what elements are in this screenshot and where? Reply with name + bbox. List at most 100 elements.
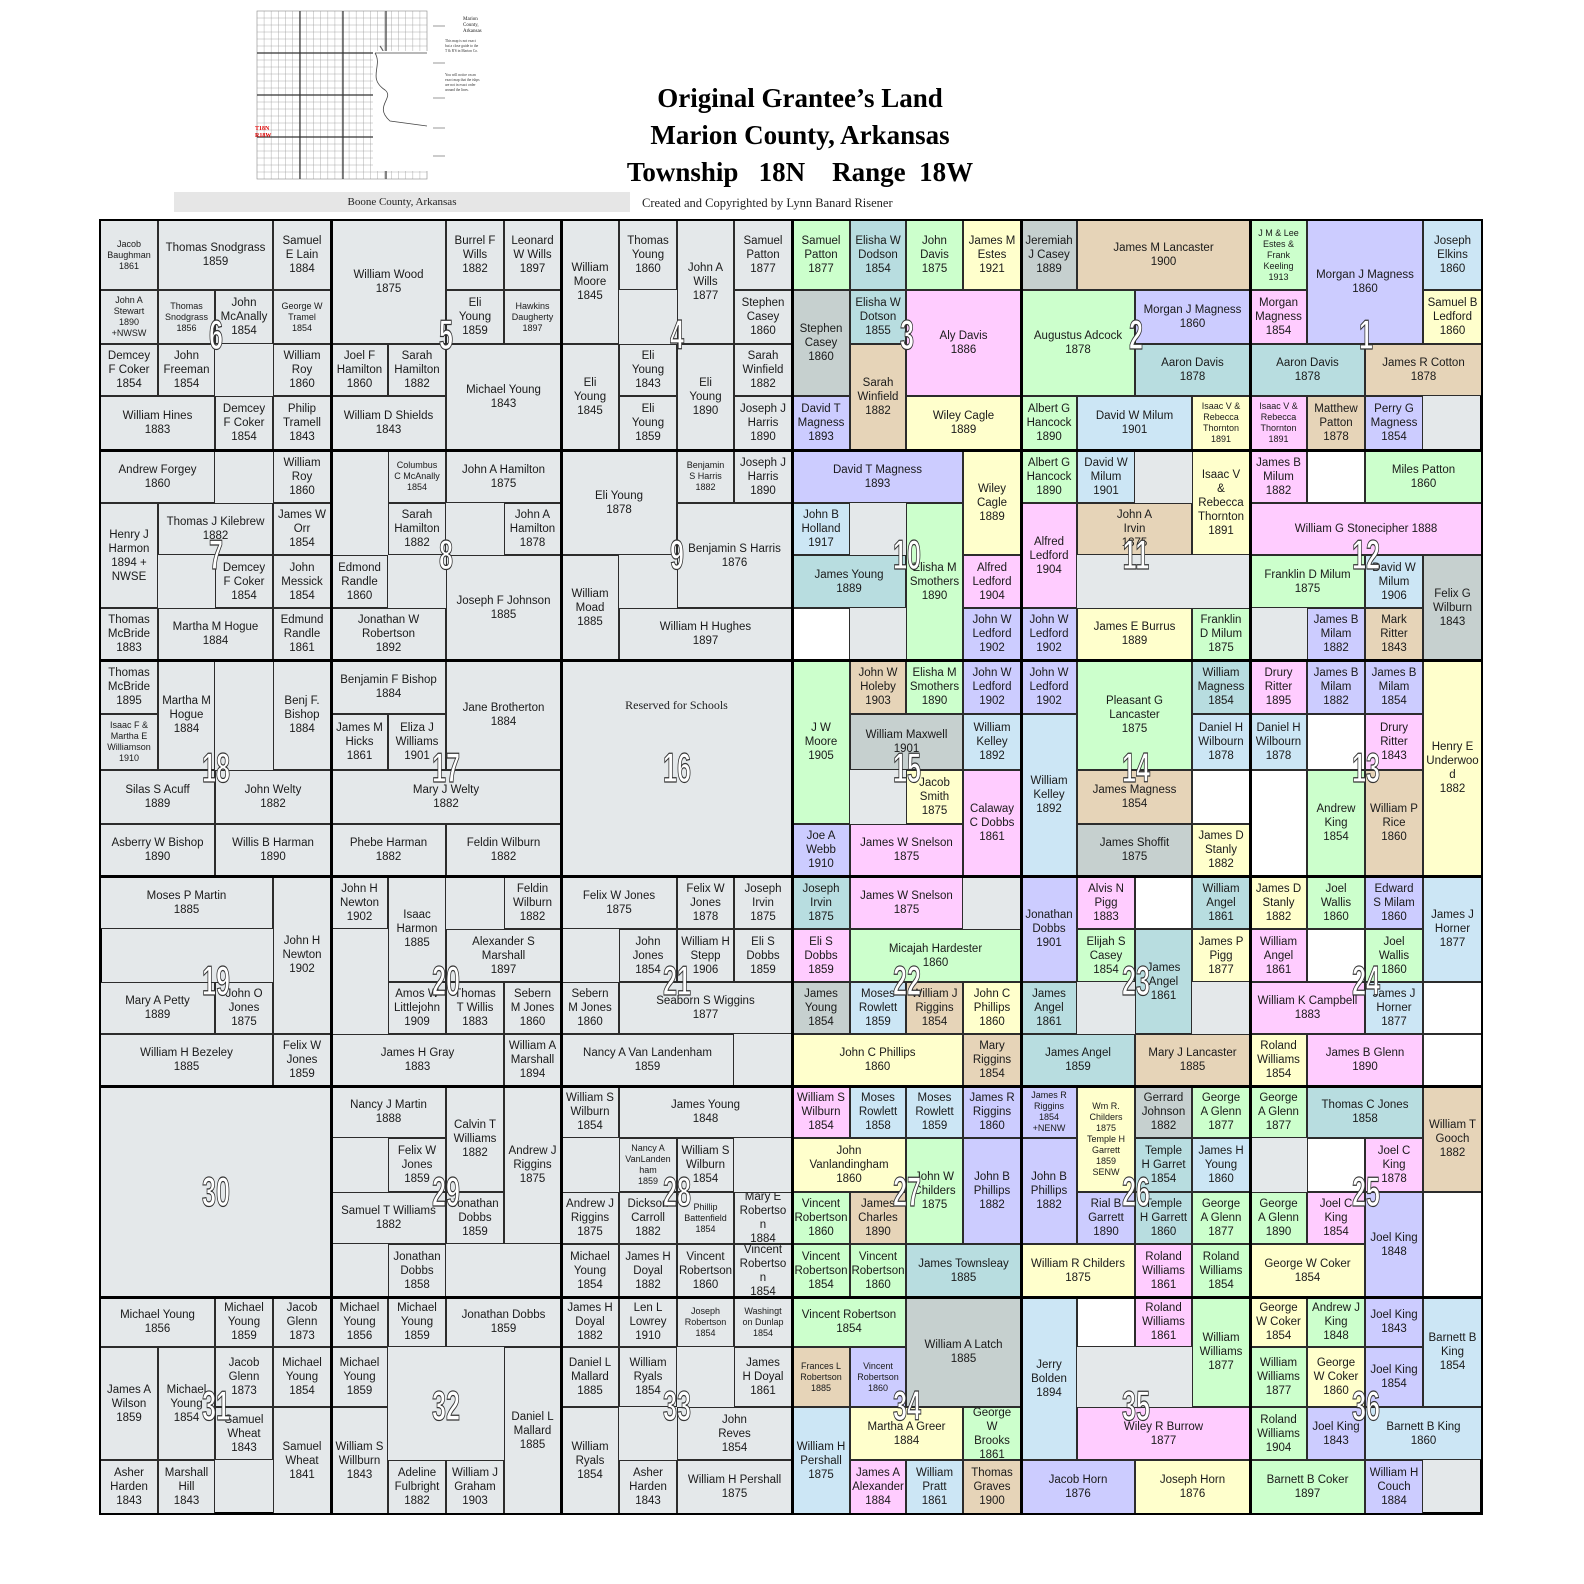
parcel[interactable]: John Messick 1854 (273, 555, 331, 608)
parcel[interactable]: George A Glenn 1877 (1192, 1192, 1250, 1244)
parcel[interactable]: James B Glenn 1890 (1307, 1034, 1423, 1086)
parcel[interactable]: Elisha M Smothers 1890 (906, 503, 963, 660)
parcel[interactable]: Silas S Acuff 1889 (100, 770, 215, 824)
parcel[interactable]: Benjamin S Harris 1882 (677, 450, 734, 503)
parcel[interactable]: William J Riggins 1854 (906, 982, 963, 1034)
parcel[interactable]: William G Stonecipher 1888 (1250, 503, 1482, 555)
parcel[interactable]: John Davis 1875 (906, 220, 963, 290)
parcel[interactable]: Samuel Wheat 1841 (273, 1407, 331, 1514)
parcel[interactable]: John W Ledford 1902 (963, 608, 1021, 660)
parcel[interactable]: Vincent Robertson 1860 (792, 1192, 850, 1244)
parcel[interactable]: Albert G Hancock 1890 (1021, 450, 1077, 503)
parcel[interactable]: John C Phillips 1860 (792, 1034, 963, 1086)
parcel[interactable]: Samuel Patton 1877 (734, 220, 792, 290)
parcel[interactable]: Andrew J King 1848 (1307, 1297, 1365, 1347)
parcel[interactable]: Michael Young 1859 (215, 1297, 273, 1347)
parcel[interactable]: Mark Ritter 1843 (1365, 608, 1423, 660)
parcel[interactable]: William Ryals 1854 (561, 1407, 619, 1514)
parcel[interactable]: Len L Lowrey 1910 (619, 1297, 677, 1347)
parcel[interactable]: James Angel 1859 (1021, 1034, 1135, 1086)
parcel[interactable]: John Vanlandingham 1860 (792, 1138, 906, 1192)
parcel[interactable]: Joseph J Harris 1890 (734, 396, 792, 450)
parcel[interactable]: Andrew J Riggins 1875 (504, 1086, 561, 1244)
parcel[interactable]: George A Glenn 1877 (1250, 1086, 1307, 1138)
parcel[interactable]: James E Burrus 1889 (1077, 608, 1192, 660)
parcel[interactable]: Jacob Smith 1875 (906, 770, 963, 824)
parcel[interactable]: Morgan J Magness 1860 (1135, 290, 1250, 344)
parcel[interactable]: Vincent Robertson 1854 (792, 1297, 906, 1347)
parcel[interactable]: Aaron Davis 1878 (1135, 344, 1250, 396)
parcel[interactable]: Roland Williams 1861 (1135, 1244, 1192, 1297)
parcel[interactable]: George W Brooks 1861 (963, 1407, 1021, 1460)
parcel[interactable]: Joseph Irvin 1875 (792, 876, 850, 929)
parcel[interactable]: Samuel B Ledford 1860 (1423, 290, 1482, 344)
parcel[interactable]: James Young 1889 (792, 555, 906, 608)
parcel[interactable]: Alexander S Marshall 1897 (446, 929, 561, 982)
parcel[interactable]: James Magness 1854 (1077, 770, 1192, 824)
parcel[interactable]: John B Phillips 1882 (963, 1138, 1021, 1244)
parcel[interactable]: Thomas C Jones 1858 (1307, 1086, 1423, 1138)
parcel[interactable] (1307, 714, 1365, 770)
parcel[interactable]: David W Milum 1906 (1365, 555, 1423, 608)
parcel[interactable]: Eli S Dobbs 1859 (734, 929, 792, 982)
parcel[interactable]: William Hines 1883 (100, 396, 215, 450)
parcel[interactable] (561, 660, 792, 876)
parcel[interactable]: James W Snelson 1875 (850, 824, 963, 876)
parcel[interactable]: William P Rice 1860 (1365, 770, 1423, 876)
parcel[interactable]: William H Bezeley 1885 (100, 1034, 273, 1086)
parcel[interactable]: Elisha M Smothers 1890 (906, 660, 963, 714)
parcel[interactable]: Adeline Fulbright 1882 (388, 1460, 446, 1514)
parcel[interactable]: Columbus C McAnally 1854 (388, 450, 446, 503)
parcel[interactable]: Wiley Cagle 1889 (906, 396, 1021, 450)
parcel[interactable]: James B Milam 1882 (1307, 608, 1365, 660)
parcel[interactable]: Jonathan Dobbs 1901 (1021, 876, 1077, 982)
parcel[interactable]: James H Doyal 1861 (734, 1347, 792, 1407)
parcel[interactable]: Isaac V & Rebecca Thornton 1891 (1192, 450, 1250, 555)
parcel[interactable]: Eli S Dobbs 1859 (792, 929, 850, 982)
parcel[interactable]: William Magness 1854 (1192, 660, 1250, 714)
parcel[interactable]: Matthew Patton 1878 (1307, 396, 1365, 450)
parcel[interactable]: Calaway C Dobbs 1861 (963, 770, 1021, 876)
parcel[interactable]: Phillip Battenfield 1854 (677, 1192, 734, 1244)
parcel[interactable]: Feldin Wilburn 1882 (446, 824, 561, 876)
parcel[interactable] (1192, 770, 1250, 824)
parcel[interactable]: Eli Young 1878 (561, 450, 677, 555)
parcel[interactable]: Sarah Hamilton 1882 (388, 344, 446, 396)
parcel[interactable]: Eli Young 1843 (619, 344, 677, 396)
parcel[interactable]: Moses Rowlett 1859 (906, 1086, 963, 1138)
parcel[interactable]: William R Childers 1875 (1021, 1244, 1135, 1297)
parcel[interactable]: John W Ledford 1902 (1021, 608, 1077, 660)
parcel[interactable]: Perry G Magness 1854 (1365, 396, 1423, 450)
parcel[interactable]: John W Childers 1875 (906, 1138, 963, 1244)
parcel[interactable]: Nancy A VanLanden ham 1859 (619, 1138, 677, 1192)
parcel[interactable]: Martha M Hogue 1884 (158, 608, 273, 660)
parcel[interactable]: Michael Young 1854 (273, 1347, 331, 1407)
parcel[interactable]: William S Wilburn 1854 (561, 1086, 619, 1138)
parcel[interactable]: Samuel Wheat 1843 (215, 1407, 273, 1460)
parcel[interactable]: James J Horner 1877 (1423, 876, 1482, 982)
parcel[interactable] (1307, 450, 1365, 503)
parcel[interactable]: William Angel 1861 (1250, 929, 1307, 982)
parcel[interactable]: Samuel T Williams 1882 (331, 1192, 446, 1244)
parcel[interactable]: Temple H Garrett 1860 (1135, 1192, 1192, 1244)
parcel[interactable]: Benjamin S Harris 1876 (677, 503, 792, 608)
parcel[interactable]: Thomas T Willis 1883 (446, 982, 504, 1034)
parcel[interactable]: John A Wills 1877 (677, 220, 734, 344)
parcel[interactable]: James A Wilson 1859 (100, 1347, 158, 1460)
parcel[interactable]: Dickson Carroll 1882 (619, 1192, 677, 1244)
parcel[interactable]: John Jones 1854 (619, 929, 677, 982)
parcel[interactable]: William Moad 1885 (561, 555, 619, 660)
parcel[interactable]: Sebern M Jones 1860 (504, 982, 561, 1034)
parcel[interactable]: William A Marshall 1894 (504, 1034, 561, 1086)
parcel[interactable]: Michael Young 1843 (446, 344, 561, 450)
parcel[interactable]: Andrew J Riggins 1875 (561, 1192, 619, 1244)
parcel[interactable]: Jane Brotherton 1884 (446, 660, 561, 770)
parcel[interactable]: William Williams 1877 (1250, 1347, 1307, 1407)
parcel[interactable]: James P Pigg 1877 (1192, 929, 1250, 982)
parcel[interactable]: Wm R. Childers 1875 Temple H Garrett 185… (1077, 1086, 1135, 1192)
parcel[interactable]: Michael Young 1856 (100, 1297, 215, 1347)
parcel[interactable]: Nancy A Van Landenham 1859 (561, 1034, 734, 1086)
parcel[interactable]: Vincent Robertson 1854 (792, 1244, 850, 1297)
parcel[interactable]: Michael Young 1859 (388, 1297, 446, 1347)
parcel[interactable]: William Ryals 1854 (619, 1347, 677, 1407)
